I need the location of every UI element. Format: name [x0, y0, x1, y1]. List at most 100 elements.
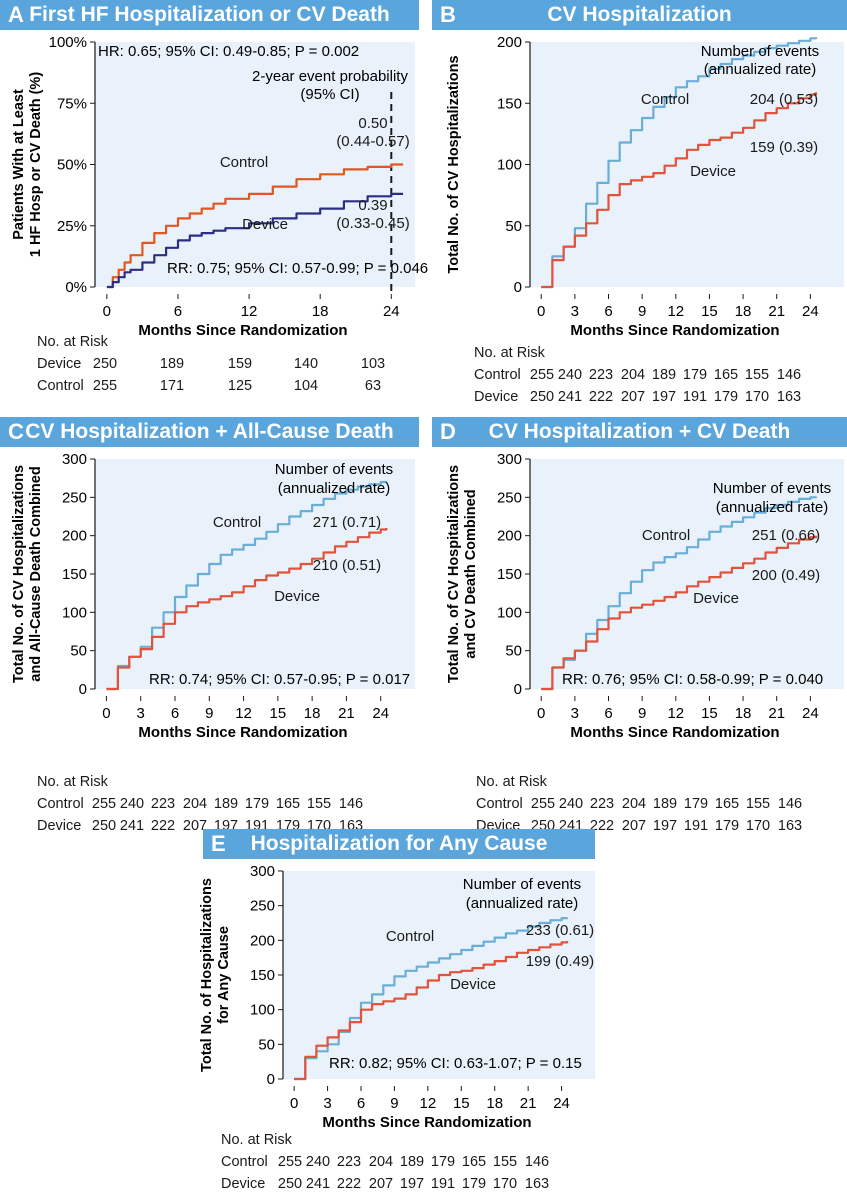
panel-c-header: C CV Hospitalization + All-Cause Death — [0, 417, 419, 447]
panel-a-header: A First HF Hospitalization or CV Death — [0, 0, 419, 30]
y-tick-label: 100 — [497, 157, 522, 174]
risk-cell: 223 — [589, 796, 615, 812]
x-tick-label: 0 — [103, 303, 111, 320]
risk-cell: 104 — [293, 378, 319, 394]
y-tick-label: 300 — [497, 451, 522, 468]
y-tick-label: 100 — [497, 604, 522, 621]
x-axis-label: Months Since Randomization — [138, 322, 347, 339]
risk-cell: 250 — [529, 389, 555, 405]
annotation-label: Device — [450, 976, 496, 993]
events-header: Number of events — [463, 876, 581, 893]
annotation-label: Control — [213, 514, 261, 531]
events-header: Number of events — [701, 43, 819, 60]
y-tick-label: 50% — [57, 157, 87, 174]
series-line-device — [541, 535, 818, 691]
risk-row-label: Control — [474, 367, 521, 383]
series-line-control — [541, 496, 818, 691]
plot-area — [530, 42, 844, 287]
risk-cell: 179 — [713, 389, 739, 405]
x-tick-label: 24 — [802, 303, 819, 320]
panel-d-plot: 0 50 100 150 200 250 300 0 3 6 9 12 15 18 21 24 Months S… — [446, 451, 844, 741]
x-tick-label: 18 — [735, 705, 752, 722]
risk-cell: 223 — [150, 796, 176, 812]
event-probability-header: 2-year event probability — [252, 68, 408, 85]
risk-cell: 223 — [588, 367, 614, 383]
x-tick-label: 3 — [323, 1095, 331, 1112]
y-tick-label: 150 — [497, 95, 522, 112]
risk-cell: 179 — [683, 796, 709, 812]
x-axis-label: Months Since Randomization — [322, 1114, 531, 1131]
risk-cell: 255 — [530, 796, 556, 812]
annotation-label: 199 (0.49) — [526, 953, 594, 970]
risk-cell: 146 — [777, 796, 803, 812]
x-tick-label: 12 — [420, 1095, 437, 1112]
x-tick-label: 6 — [357, 1095, 365, 1112]
y-tick-label: 50 — [258, 1036, 275, 1053]
x-tick-label: 21 — [338, 705, 355, 722]
x-tick-label: 24 — [372, 705, 389, 722]
risk-row-control: Control 255 240 223 204 189 179 165 155 146 — [37, 793, 371, 815]
risk-table-header: No. at Risk — [476, 774, 547, 790]
annotation-label: Control — [642, 527, 690, 544]
risk-cell: 63 — [364, 378, 382, 394]
risk-cell: 255 — [529, 367, 555, 383]
y-tick-label: 200 — [250, 932, 275, 949]
series-line-control — [294, 917, 569, 1081]
x-tick-label: 9 — [638, 303, 646, 320]
x-tick-label: 21 — [520, 1095, 537, 1112]
risk-cell: 204 — [182, 796, 208, 812]
y-tick-label: 100 — [250, 1002, 275, 1019]
annotation-label: Device — [274, 588, 320, 605]
risk-cell: 125 — [227, 378, 253, 394]
risk-cell: 146 — [338, 796, 364, 812]
panel-letter: E — [211, 831, 226, 856]
risk-cell: 250 — [92, 356, 118, 372]
panel-a-plot: 0% 25% 50% 75% 100% 0 6 12 18 24 Months Since Rand… — [11, 34, 415, 339]
risk-cell: 222 — [589, 818, 615, 834]
risk-cell: 165 — [461, 1154, 487, 1170]
risk-cell: 140 — [293, 356, 319, 372]
y-tick-label: 50 — [505, 218, 522, 235]
y-tick-label: 250 — [250, 898, 275, 915]
risk-cell: 165 — [713, 367, 739, 383]
event-probability-header: (95% CI) — [300, 86, 359, 103]
risk-row-device: Device 250 241 222 207 197 191 179 170 163 — [221, 1173, 557, 1195]
y-tick-label: 200 — [497, 34, 522, 51]
panel-title: CV Hospitalization + All-Cause Death — [25, 420, 394, 443]
x-tick-label: 0 — [537, 303, 545, 320]
x-tick-label: 9 — [390, 1095, 398, 1112]
risk-cell: 155 — [745, 796, 771, 812]
panel-title: First HF Hospitalization or CV Death — [29, 3, 390, 26]
risk-row-label: Device — [474, 389, 519, 405]
events-header: (annualized rate) — [278, 480, 391, 497]
y-tick-label: 300 — [250, 863, 275, 880]
x-axis-label: Months Since Randomization — [570, 322, 779, 339]
annotation-label: 0.50 — [358, 115, 387, 132]
annotation-label: Control — [220, 154, 268, 171]
y-tick-label: 250 — [497, 489, 522, 506]
risk-cell: 163 — [777, 818, 803, 834]
x-tick-label: 12 — [667, 303, 684, 320]
x-tick-label: 0 — [537, 705, 545, 722]
risk-row-label: Control — [221, 1154, 268, 1170]
panel-b-plot: 0 50 100 150 200 0 3 6 9 12 15 18 21 24 Months Since R… — [167, 34, 844, 339]
risk-cell: 240 — [305, 1154, 331, 1170]
x-tick-label: 18 — [735, 303, 752, 320]
x-tick-label: 24 — [802, 705, 819, 722]
risk-row-label: Control — [37, 796, 84, 812]
x-tick-label: 6 — [171, 705, 179, 722]
risk-table: No. at Risk Control 255 240 223 204 189 179 165 1… — [37, 771, 371, 837]
risk-row-label: Device — [221, 1176, 266, 1192]
y-tick-label: 0 — [267, 1071, 275, 1088]
y-axis-label: and All-Cause Death Combined — [28, 466, 44, 681]
y-tick-label: 0 — [514, 279, 522, 296]
y-tick-label: 0 — [514, 681, 522, 698]
risk-cell: 170 — [744, 389, 770, 405]
panel-letter: B — [440, 2, 456, 27]
annotation-label: 159 (0.39) — [750, 139, 818, 156]
annotation-label: Device — [693, 590, 739, 607]
risk-cell: 165 — [275, 796, 301, 812]
risk-cell: 179 — [682, 367, 708, 383]
risk-cell: 222 — [588, 389, 614, 405]
annotation-label: Device — [242, 216, 288, 233]
